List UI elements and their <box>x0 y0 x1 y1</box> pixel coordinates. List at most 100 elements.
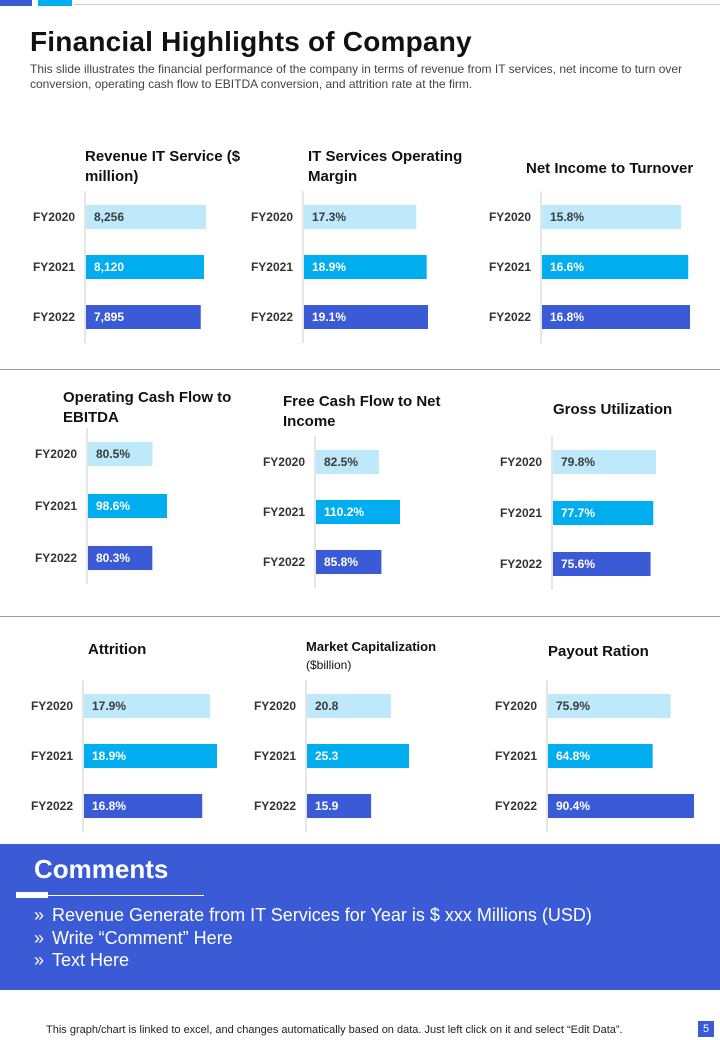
section-divider <box>0 616 720 617</box>
category-label: FY2021 <box>263 505 305 519</box>
chart-panel: Gross Utilization FY2020 79.8% FY2021 77.7% F… <box>496 388 720 608</box>
section-divider <box>0 369 720 370</box>
data-label: 98.6% <box>96 499 130 513</box>
chart-title: Gross Utilization <box>553 401 673 418</box>
chart-title: Payout Ration <box>548 643 649 660</box>
data-label: 79.8% <box>561 455 595 469</box>
category-label: FY2022 <box>35 551 77 565</box>
data-label: 17.9% <box>92 699 126 713</box>
comment-item: » Text Here <box>34 949 592 972</box>
bar-chart: FY2020 8,256 FY2021 8,120 FY2022 7,895 <box>33 191 206 343</box>
data-label: 7,895 <box>94 310 124 324</box>
category-label: FY2022 <box>263 555 305 569</box>
data-label: 75.9% <box>556 699 590 713</box>
chart-title: Revenue IT Service ($ million) <box>85 148 241 185</box>
category-label: FY2020 <box>31 699 73 713</box>
chart-title: Operating Cash Flow to EBITDA <box>63 389 232 426</box>
category-label: FY2020 <box>254 699 296 713</box>
category-label: FY2022 <box>500 557 542 571</box>
bar-fy2020 <box>304 205 417 229</box>
category-label: FY2021 <box>35 499 77 513</box>
chart-panel: IT Services Operating Margin FY2020 17.3% F… <box>247 145 477 365</box>
bar-chart: FY2020 15.8% FY2021 16.6% FY2022 16.8% <box>489 191 690 343</box>
bar-fy2020 <box>88 442 153 466</box>
data-label: 16.8% <box>92 799 126 813</box>
data-label: 8,256 <box>94 210 124 224</box>
data-label: 16.6% <box>550 260 584 274</box>
bar-fy2020 <box>86 205 206 229</box>
accent-rule <box>74 4 720 5</box>
category-label: FY2022 <box>254 799 296 813</box>
chevron-bullet-icon: » <box>34 927 45 948</box>
chart-panel: Payout Ration FY2020 75.9% FY2021 64.8% FY202… <box>492 640 720 860</box>
comment-item: » Write “Comment” Here <box>34 927 592 950</box>
bar-chart: FY2020 20.8 FY2021 25.3 FY2022 15.9 <box>254 680 409 832</box>
category-label: FY2022 <box>251 310 293 324</box>
data-label: 75.6% <box>561 557 595 571</box>
page-subtitle: This slide illustrates the financial per… <box>30 62 683 91</box>
category-label: FY2020 <box>35 447 77 461</box>
bar-chart: FY2020 17.3% FY2021 18.9% FY2022 19.1% <box>251 191 428 343</box>
bar-fy2022 <box>84 794 203 818</box>
comment-text: Write “Comment” Here <box>52 927 233 948</box>
data-label: 18.9% <box>312 260 346 274</box>
chart-title: Attrition <box>88 641 147 658</box>
bar-chart: FY2020 82.5% FY2021 110.2% FY2022 85.8% <box>263 436 400 588</box>
bar-fy2021 <box>307 744 409 768</box>
chart-title: Free Cash Flow to Net Income <box>283 393 441 430</box>
bar-chart: FY2020 17.9% FY2021 18.9% FY2022 16.8% <box>31 680 217 832</box>
bar-fy2021 <box>316 500 400 524</box>
data-label: 80.3% <box>96 551 130 565</box>
category-label: FY2021 <box>251 260 293 274</box>
top-accent-bar <box>0 0 720 8</box>
page-number: 5 <box>698 1021 714 1037</box>
data-label: 82.5% <box>324 455 358 469</box>
comment-text: Revenue Generate from IT Services for Ye… <box>52 905 592 925</box>
bar-fy2020 <box>542 205 682 229</box>
category-label: FY2021 <box>489 260 531 274</box>
bar-fy2021 <box>548 744 653 768</box>
bar-fy2022 <box>553 552 651 576</box>
data-label: 15.8% <box>550 210 584 224</box>
category-label: FY2020 <box>489 210 531 224</box>
bar-fy2020 <box>548 694 671 718</box>
comment-text: Text Here <box>52 950 130 970</box>
data-label: 77.7% <box>561 506 595 520</box>
comments-section: Comments » Revenue Generate from IT Servi… <box>0 844 720 990</box>
bar-fy2022 <box>548 794 694 818</box>
data-label: 64.8% <box>556 749 590 763</box>
bar-fy2021 <box>84 744 217 768</box>
data-label: 19.1% <box>312 310 346 324</box>
data-label: 90.4% <box>556 799 590 813</box>
category-label: FY2022 <box>495 799 537 813</box>
bar-fy2020 <box>316 450 379 474</box>
data-label: 15.9 <box>315 799 339 813</box>
bar-chart: FY2020 79.8% FY2021 77.7% FY2022 75.6% <box>500 436 656 590</box>
chart-panel: Market Capitalization ($billion) FY2020 20.… <box>250 636 480 856</box>
comments-rule <box>48 895 204 896</box>
footnote: This graph/chart is linked to excel, and… <box>46 1024 623 1036</box>
category-label: FY2022 <box>31 799 73 813</box>
data-label: 8,120 <box>94 260 124 274</box>
category-label: FY2022 <box>33 310 75 324</box>
category-label: FY2021 <box>31 749 73 763</box>
chart-title: Market Capitalization <box>306 639 437 654</box>
accent-block-dark <box>0 0 32 6</box>
page-title: Financial Highlights of Company <box>30 26 472 57</box>
chart-title: IT Services Operating Margin <box>308 148 463 185</box>
category-label: FY2020 <box>251 210 293 224</box>
bar-chart: FY2020 80.5% FY2021 98.6% FY2022 80.3% <box>35 428 167 584</box>
chevron-bullet-icon: » <box>34 905 45 925</box>
data-label: 20.8 <box>315 699 339 713</box>
category-label: FY2020 <box>263 455 305 469</box>
data-label: 18.9% <box>92 749 126 763</box>
category-label: FY2020 <box>495 699 537 713</box>
chart-panel: Attrition FY2020 17.9% FY2021 18.9% FY2022 16.… <box>28 638 258 858</box>
bar-fy2020 <box>553 450 656 474</box>
bar-fy2021 <box>553 501 654 525</box>
comments-accent-bar <box>16 892 48 898</box>
comments-list: » Revenue Generate from IT Services for Y… <box>34 904 592 972</box>
bar-fy2022 <box>316 550 382 574</box>
bar-fy2022 <box>86 305 201 329</box>
data-label: 110.2% <box>324 505 364 519</box>
